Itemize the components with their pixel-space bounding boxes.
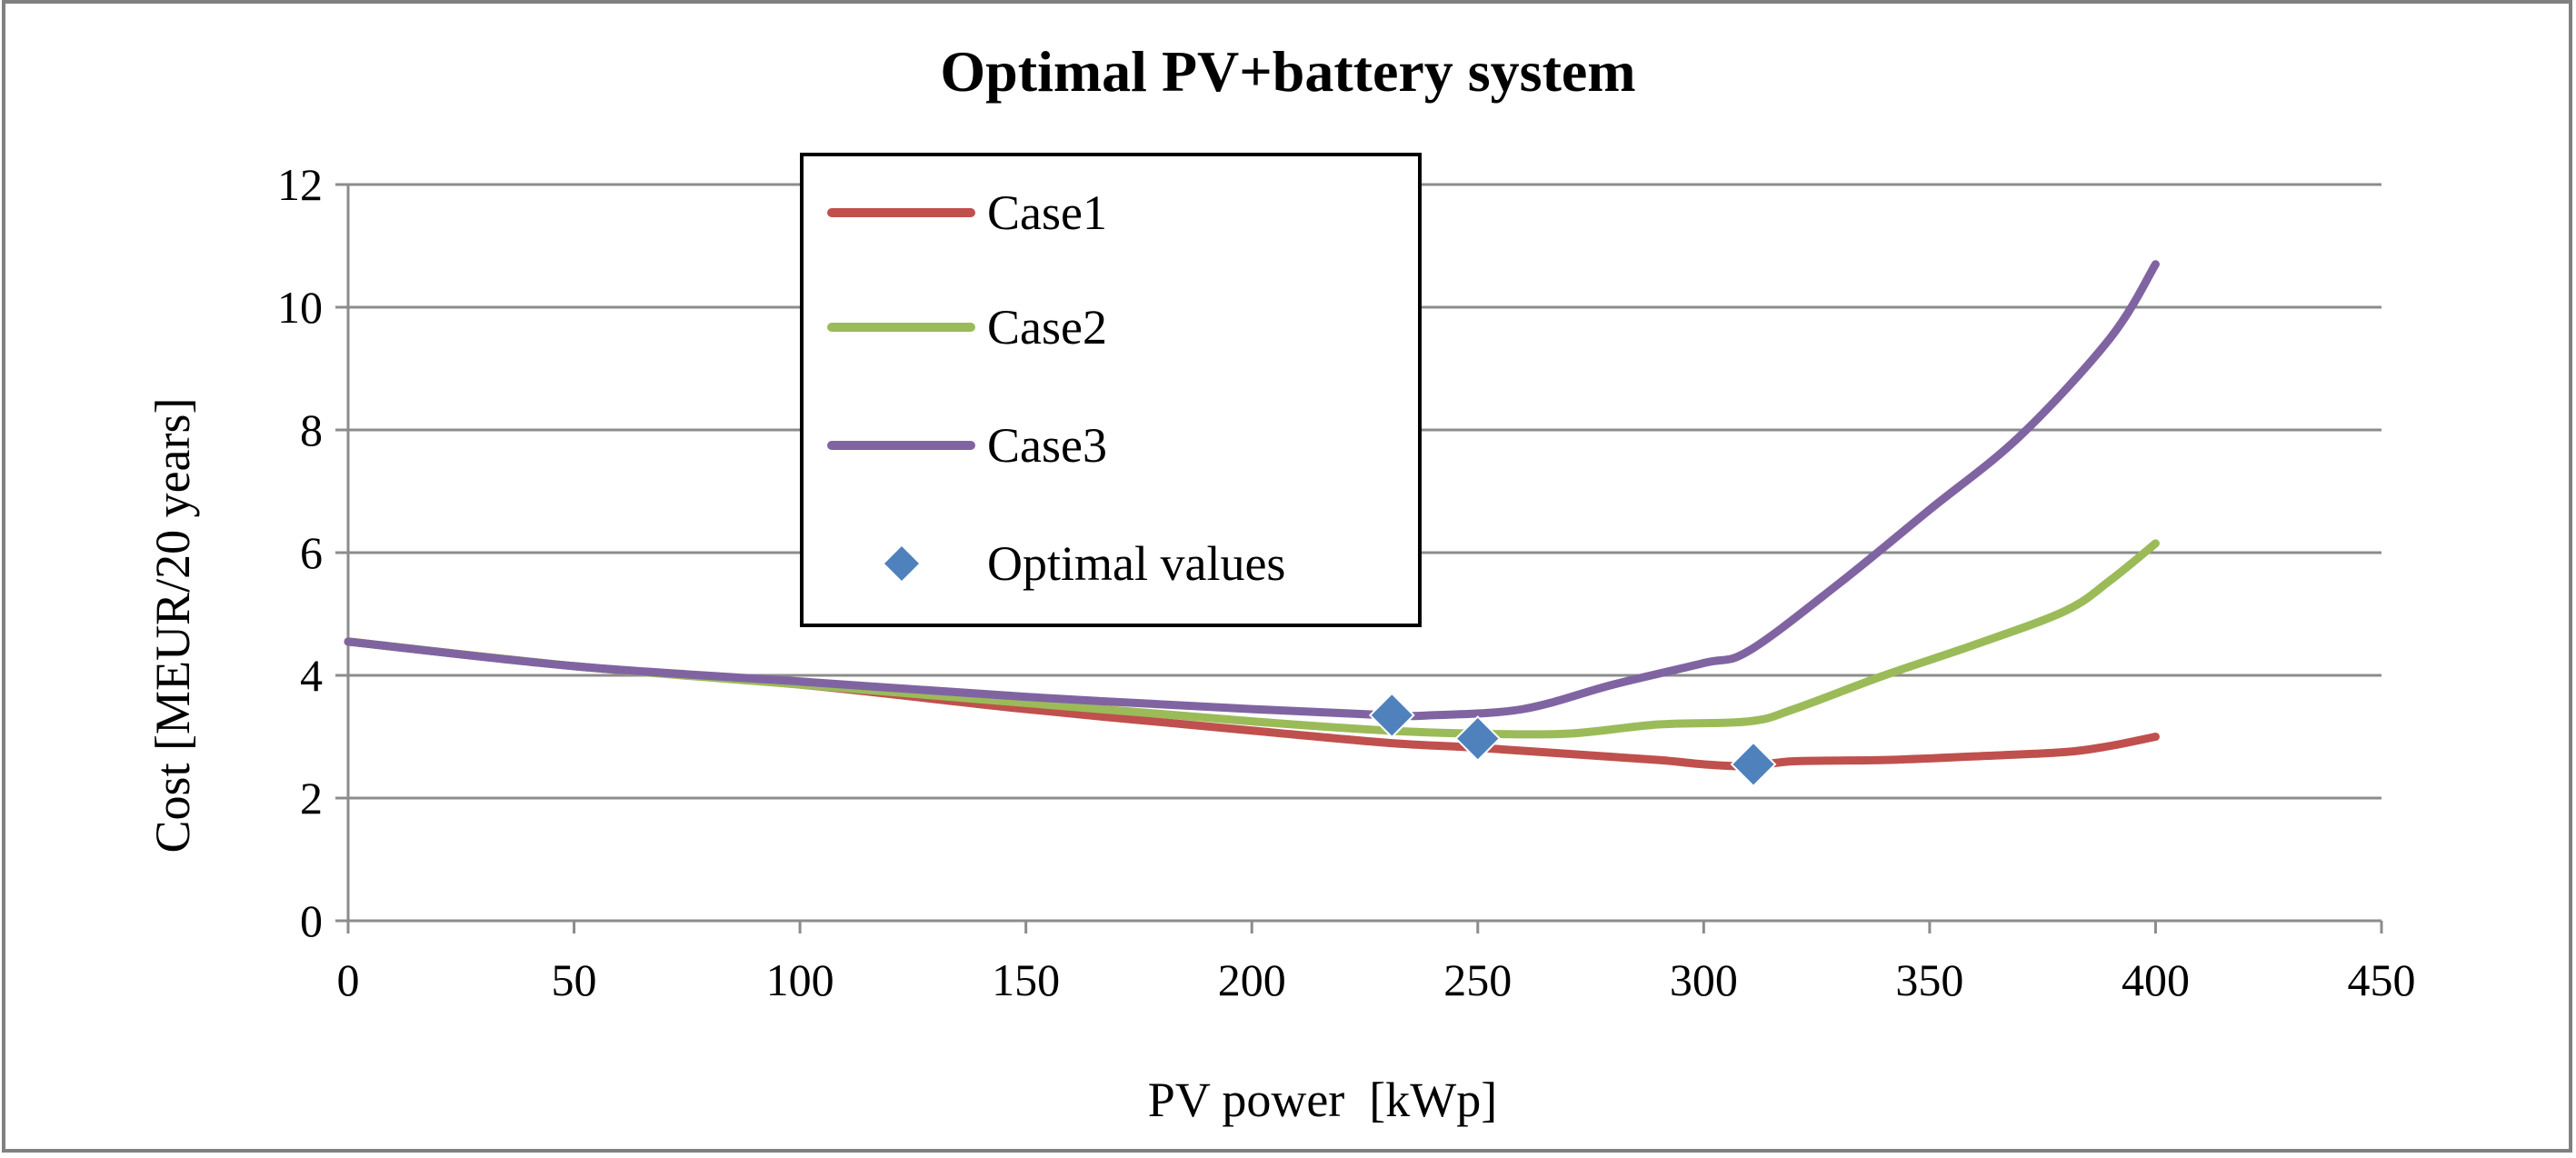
y-tick-label: 8	[300, 404, 323, 455]
axis-layer	[335, 183, 2383, 933]
legend-items: Case1 Case2 Case3 Optimal values	[827, 185, 1285, 591]
y-tick-labels: 0 2 4 6 8 10 12	[277, 159, 323, 946]
x-tick-label: 350	[1895, 954, 1963, 1005]
marker-optimal-values	[1454, 715, 1502, 762]
x-tick-label: 450	[2348, 954, 2416, 1005]
series-layer	[344, 260, 2160, 788]
y-tick-label: 2	[300, 773, 323, 824]
series-line-case3	[344, 260, 2160, 721]
x-axis-label: PV power [kWp]	[1148, 1073, 1497, 1127]
y-tick-label: 12	[277, 159, 323, 210]
x-tick-label: 250	[1443, 954, 1512, 1005]
legend-swatch-optimal-values	[884, 546, 919, 581]
x-tick-label: 0	[337, 954, 360, 1005]
x-tick-label: 200	[1218, 954, 1286, 1005]
chart-title: Optimal PV+battery system	[940, 39, 1635, 104]
x-tick-label: 50	[552, 954, 597, 1005]
marker-optimal-values	[1368, 692, 1415, 739]
x-tick-label: 400	[2122, 954, 2190, 1005]
x-tick-label: 100	[766, 954, 834, 1005]
legend-label-case3: Case3	[987, 418, 1107, 473]
y-tick-label: 6	[300, 527, 323, 578]
legend-label-optimal-values: Optimal values	[987, 536, 1285, 591]
legend: Case1 Case2 Case3 Optimal values	[800, 153, 1422, 627]
x-tick-labels: 0 50 100 150 200 250 300 350 400 450	[337, 954, 2416, 1005]
marker-optimal-values	[1730, 741, 1777, 788]
y-tick-label: 4	[300, 650, 323, 701]
y-tick-label: 0	[300, 895, 323, 946]
legend-label-case1: Case1	[987, 185, 1107, 240]
x-tick-label: 150	[992, 954, 1060, 1005]
legend-box	[800, 153, 1422, 627]
legend-label-case2: Case2	[987, 300, 1107, 354]
y-tick-label: 10	[277, 282, 323, 333]
y-axis-label: Cost [MEUR/20 years]	[145, 398, 200, 854]
x-tick-label: 300	[1670, 954, 1738, 1005]
